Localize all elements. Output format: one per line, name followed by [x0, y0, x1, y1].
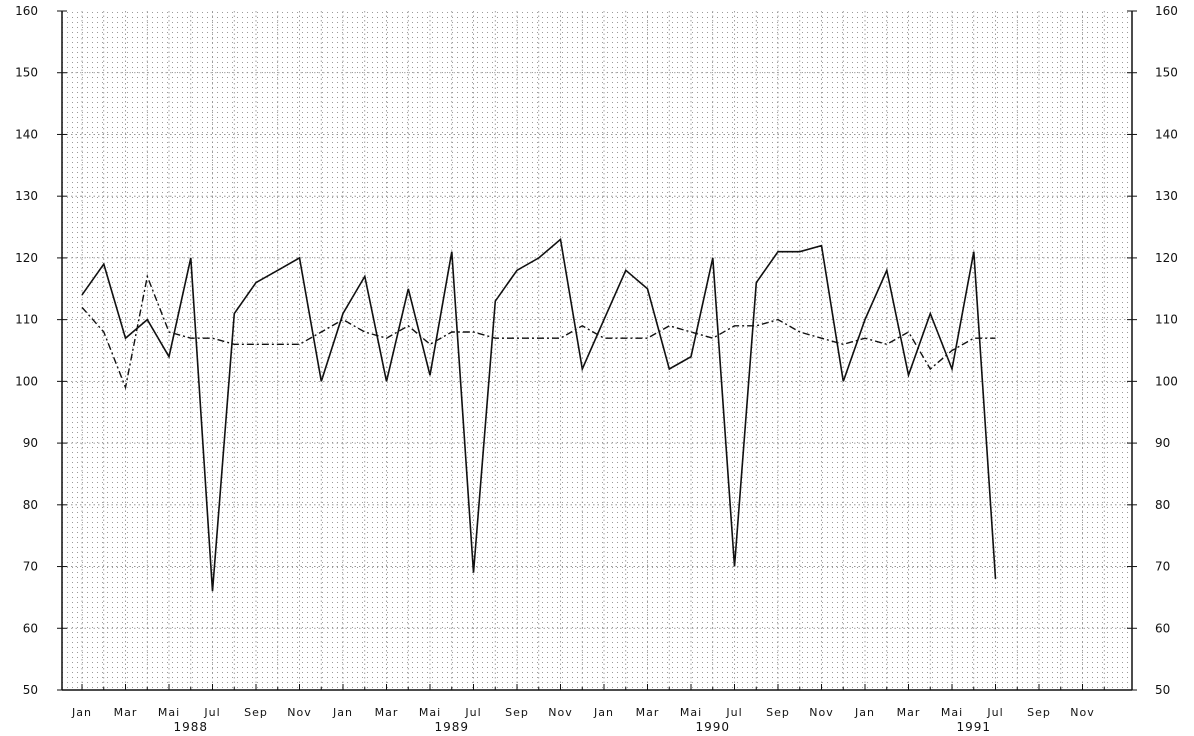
y-tick-label-right: 60: [1155, 621, 1170, 635]
y-tick-label-left: 160: [15, 4, 38, 18]
x-tick-label: Mai: [419, 706, 441, 719]
x-tick-label: Nov: [809, 706, 833, 719]
year-label: 1988: [173, 720, 208, 734]
y-tick-label-right: 90: [1155, 436, 1170, 450]
y-tick-label-right: 50: [1155, 683, 1170, 697]
x-tick-label: Mai: [158, 706, 180, 719]
x-tick-label: Jul: [203, 706, 220, 719]
x-tick-label: Nov: [548, 706, 572, 719]
year-label: 1990: [695, 720, 730, 734]
y-tick-label-left: 110: [15, 313, 38, 327]
y-tick-label-left: 150: [15, 66, 38, 80]
y-tick-label-right: 110: [1155, 313, 1178, 327]
y-tick-label-right: 130: [1155, 189, 1178, 203]
x-tick-label: Sep: [766, 706, 790, 719]
y-tick-label-left: 90: [23, 436, 38, 450]
y-tick-label-right: 150: [1155, 66, 1178, 80]
y-tick-label-right: 160: [1155, 4, 1178, 18]
x-tick-label: Nov: [287, 706, 311, 719]
y-tick-label-left: 50: [23, 683, 38, 697]
series-line-solid: [81, 237, 997, 592]
x-axis-ticks: Jan Mar Mai Jul Sep Nov Jan Mar Mai Jul Sep Nov Jan M…: [71, 684, 1105, 734]
x-tick-label: Mai: [680, 706, 702, 719]
x-tick-label: Sep: [505, 706, 529, 719]
y-tick-label-left: 80: [23, 498, 38, 512]
y-tick-label-right: 120: [1155, 251, 1178, 265]
x-tick-label: Mar: [375, 706, 399, 719]
x-tick-label: Sep: [1027, 706, 1051, 719]
y-tick-label-left: 60: [23, 621, 38, 635]
year-label: 1989: [434, 720, 469, 734]
y-tick-label-left: 130: [15, 189, 38, 203]
y-axis-ticks: 50 50 60 60 70 70 80 80 90 90 100 100 110 110 120 120 13…: [15, 4, 1178, 697]
series-line-dash-dot: [81, 273, 996, 390]
grid: [62, 11, 1132, 690]
x-tick-label: Mar: [897, 706, 921, 719]
x-tick-label: Jan: [854, 706, 875, 719]
y-tick-label-left: 120: [15, 251, 38, 265]
y-tick-label-right: 140: [1155, 127, 1178, 141]
x-tick-label: Jan: [593, 706, 614, 719]
x-tick-label: Sep: [244, 706, 268, 719]
x-tick-label: Jul: [986, 706, 1003, 719]
y-tick-label-right: 70: [1155, 560, 1170, 574]
x-tick-label: Jul: [464, 706, 481, 719]
x-tick-label: Mar: [636, 706, 660, 719]
series-group: [81, 237, 997, 592]
x-tick-label: Mar: [114, 706, 138, 719]
year-label: 1991: [956, 720, 991, 734]
y-tick-label-left: 70: [23, 560, 38, 574]
y-tick-label-left: 100: [15, 374, 38, 388]
plot-area: [62, 11, 1132, 690]
x-tick-label: Mai: [941, 706, 963, 719]
y-tick-label-right: 80: [1155, 498, 1170, 512]
x-tick-label: Jan: [332, 706, 353, 719]
x-tick-label: Nov: [1070, 706, 1094, 719]
y-tick-label-left: 140: [15, 127, 38, 141]
y-tick-label-right: 100: [1155, 374, 1178, 388]
x-tick-label: Jul: [725, 706, 742, 719]
x-tick-label: Jan: [71, 706, 92, 719]
